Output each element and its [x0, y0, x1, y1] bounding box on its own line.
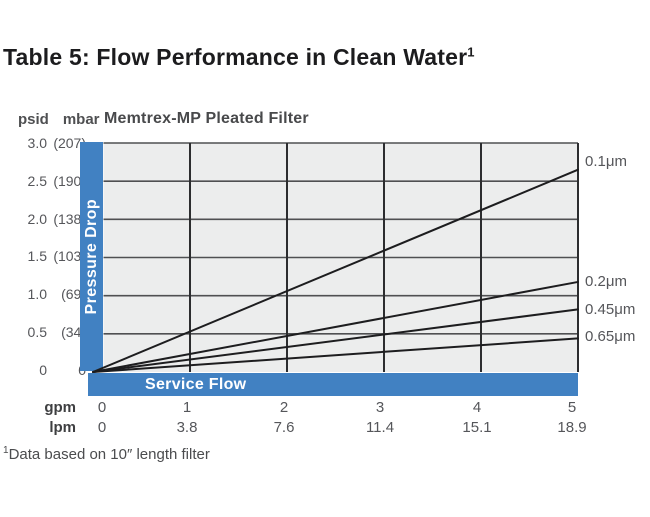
gpm-tick: 4: [472, 399, 482, 416]
y-tick-mbar: (69): [61, 286, 86, 302]
plot-area: [92, 142, 579, 373]
lpm-tick: 11.4: [365, 419, 395, 436]
data-line-0.45μm: [92, 308, 579, 373]
gpm-tick: 5: [567, 399, 577, 416]
series-label-0.65um: 0.65μm: [585, 328, 636, 345]
footnote-marker: 1: [3, 445, 9, 456]
data-line-0.2μm: [92, 280, 579, 373]
y-tick-row: 2.5 (190): [9, 172, 89, 190]
y-tick-row: 1.5 (103): [9, 247, 89, 265]
y-tick-mbar: (103): [53, 248, 86, 264]
gpm-tick: 3: [375, 399, 385, 416]
y-tick-row: 0.5 (34): [9, 323, 89, 341]
y-tick-psid: 0.5: [27, 324, 47, 340]
y-tick-mbar: (190): [53, 173, 86, 189]
gpm-tick: 2: [279, 399, 289, 416]
y-tick-psid: 1.0: [27, 286, 47, 302]
series-label-0.2um: 0.2μm: [585, 273, 627, 290]
y-axis-units: psid mbar: [18, 111, 100, 128]
lpm-tick: 7.6: [273, 419, 295, 436]
lpm-tick: 3.8: [176, 419, 198, 436]
x-unit-lpm: lpm: [49, 419, 76, 436]
lpm-tick: 18.9: [557, 419, 587, 436]
chart-subtitle: Memtrex-MP Pleated Filter: [104, 110, 309, 127]
y-unit-mbar: mbar: [62, 111, 100, 128]
footnote-text: Data based on 10″ length filter: [8, 446, 210, 463]
series-label-0.1um: 0.1μm: [585, 153, 627, 170]
gpm-tick: 0: [97, 399, 107, 416]
y-tick-row: 3.0 (207): [9, 134, 89, 152]
page-title-text: Table 5: Flow Performance in Clean Water: [3, 44, 468, 70]
x-unit-gpm: gpm: [44, 399, 76, 416]
y-unit-psid: psid: [18, 111, 49, 128]
pressure-drop-axis-bar: Pressure Drop: [80, 142, 103, 371]
lpm-tick: 15.1: [462, 419, 492, 436]
y-tick-psid: 1.5: [27, 248, 47, 264]
y-tick-row: 1.0 (69): [9, 285, 89, 303]
y-tick-psid: 2.5: [27, 173, 47, 189]
y-tick-mbar: (34): [61, 324, 86, 340]
x-axis-title: Service Flow: [145, 376, 247, 393]
series-label-0.45um: 0.45μm: [585, 301, 636, 318]
data-line-0.65μm: [92, 337, 579, 373]
y-tick-row: 00: [9, 361, 89, 379]
gpm-tick: 1: [182, 399, 192, 416]
y-tick-mbar: (207): [53, 135, 86, 151]
data-line-0.1μm: [92, 168, 579, 373]
service-flow-axis-bar: Service Flow: [88, 373, 578, 396]
y-tick-row: 2.0 (138): [9, 210, 89, 228]
lpm-tick: 0: [97, 419, 107, 436]
footnote: 1Data based on 10″ length filter: [3, 445, 210, 463]
y-tick-psid: 2.0: [27, 211, 47, 227]
y-tick-psid: 0: [39, 362, 47, 378]
page-title-footnote-marker: 1: [467, 44, 475, 60]
y-tick-mbar: (138): [53, 211, 86, 227]
y-tick-psid: 3.0: [27, 135, 47, 151]
page-title: Table 5: Flow Performance in Clean Water…: [3, 44, 563, 71]
